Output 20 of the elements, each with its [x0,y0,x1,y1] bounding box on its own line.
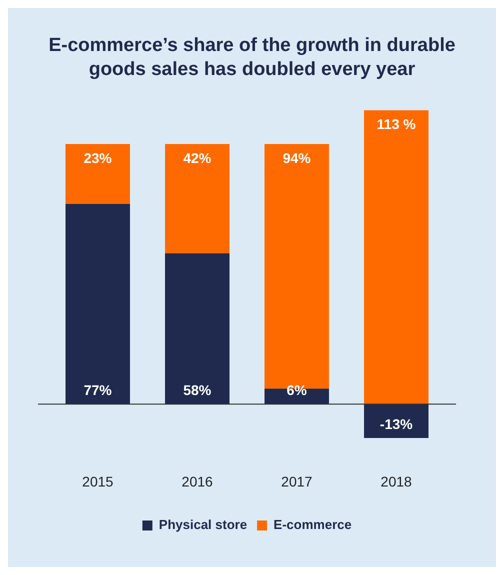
data-label: 23% [84,149,112,166]
bar [364,110,428,404]
data-label: 113 % [376,116,416,132]
x-tick-label: 2015 [82,472,114,489]
x-tick-label: 2016 [182,472,214,489]
bar [165,144,230,253]
data-label: 94% [282,149,312,166]
bar [165,252,230,404]
legend-label: Physical store [158,516,248,532]
data-label: -13% [380,415,414,432]
data-label: 42% [183,149,212,166]
x-tick-label: 2018 [380,472,412,489]
bar [66,203,130,404]
bar [364,404,428,438]
x-tick-label: 2017 [281,472,313,489]
data-label: 77% [84,382,112,398]
chart-title: E-commerce’s share of the growth in durable goods sales has doubled every year [48,34,456,82]
bar [66,144,130,204]
data-label: 58% [183,382,212,398]
legend-label: E-commerce [274,516,352,532]
